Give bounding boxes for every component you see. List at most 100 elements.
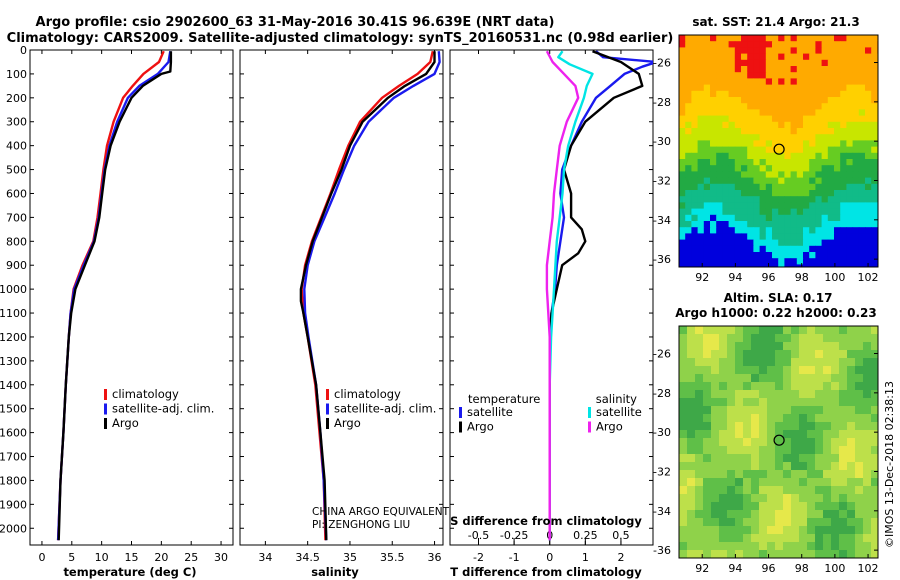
- sst-cell: [865, 239, 872, 247]
- sla-cell: [703, 366, 712, 375]
- sst-cell: [871, 221, 878, 228]
- sst-cell: [803, 190, 810, 197]
- sst-cell: [697, 264, 705, 267]
- sst-cell: [710, 84, 717, 92]
- sst-cell: [765, 41, 773, 48]
- sst-cell: [716, 121, 723, 129]
- sst-cell: [846, 159, 854, 166]
- sla-cell: [863, 486, 872, 495]
- sst-cell: [809, 128, 816, 135]
- sst-cell: [784, 239, 792, 247]
- sst-cell: [821, 109, 829, 117]
- sst-cell: [809, 190, 816, 197]
- sst-cell: [809, 221, 816, 228]
- sst-cell: [778, 171, 785, 179]
- sst-cell: [784, 140, 792, 148]
- sst-cell: [834, 208, 841, 216]
- sla-cell: [775, 462, 784, 471]
- sst-cell: [716, 152, 723, 160]
- sla-cell: [767, 414, 776, 423]
- sla-cell: [687, 422, 696, 431]
- sst-cell: [858, 41, 866, 48]
- sst-cell: [809, 239, 816, 247]
- depth-tick-label: 1900: [0, 498, 27, 511]
- sst-cell: [827, 208, 835, 216]
- sst-cell: [759, 41, 767, 48]
- sla-cell: [799, 526, 808, 535]
- sst-cell: [834, 121, 841, 129]
- sst-cell: [846, 177, 854, 185]
- sst-cell: [803, 121, 810, 129]
- sst-cell: [772, 35, 779, 42]
- sst-cell: [784, 214, 792, 222]
- sst-cell: [691, 90, 699, 98]
- sst-cell: [865, 140, 872, 148]
- lat-tick-label: -34: [653, 505, 671, 518]
- sst-cell: [710, 53, 717, 61]
- sst-cell: [772, 239, 779, 247]
- sst-cell: [865, 78, 872, 86]
- x-tick-label: 0: [546, 551, 553, 564]
- sst-cell: [809, 233, 816, 241]
- sst-cell: [821, 214, 829, 222]
- sla-cell: [831, 374, 840, 383]
- sla-cell: [767, 526, 776, 535]
- sla-cell: [871, 486, 878, 495]
- sst-cell: [710, 109, 717, 117]
- sst-cell: [741, 264, 748, 267]
- sst-cell: [803, 109, 810, 117]
- sst-cell: [852, 115, 860, 123]
- sst-cell: [840, 121, 847, 129]
- sla-cell: [743, 542, 752, 551]
- sla-cell: [815, 454, 824, 463]
- sst-cell: [846, 41, 854, 48]
- sst-cell: [679, 78, 686, 86]
- sst-cell: [834, 115, 841, 123]
- lon-tick-label: 94: [728, 271, 742, 284]
- difference-legend: temperaturesatelliteArgosalinitysatellit…: [459, 392, 642, 434]
- sst-cell: [834, 264, 841, 267]
- sla-cell: [679, 406, 688, 415]
- sst-cell: [679, 35, 686, 42]
- sst-cell: [790, 252, 798, 259]
- sst-cell: [710, 214, 717, 222]
- sst-cell: [790, 171, 798, 179]
- lon-tick-label: 94: [728, 562, 742, 575]
- sst-cell: [858, 252, 866, 259]
- sla-cell: [679, 486, 688, 495]
- sla-cell: [759, 470, 768, 479]
- sst-cell: [747, 183, 754, 191]
- sst-cell: [852, 221, 860, 228]
- sla-cell: [799, 454, 808, 463]
- sst-cell: [753, 84, 761, 92]
- sst-cell: [796, 152, 804, 160]
- sst-argo-position-marker: [773, 143, 785, 155]
- sst-cell: [827, 252, 835, 259]
- sla-cell: [759, 438, 768, 447]
- sla-cell: [791, 486, 800, 495]
- sla-cell: [831, 502, 840, 511]
- sst-cell: [722, 152, 730, 160]
- sla-cell: [863, 542, 872, 551]
- sla-cell: [743, 518, 752, 527]
- sla-cell: [791, 358, 800, 367]
- sla-cell: [735, 478, 744, 487]
- sla-cell: [855, 494, 864, 503]
- sst-cell: [778, 152, 785, 160]
- sst-cell: [778, 245, 785, 253]
- sst-cell: [716, 35, 723, 42]
- sla-cell: [767, 358, 776, 367]
- sla-cell: [783, 478, 792, 487]
- sst-cell: [685, 239, 692, 247]
- sst-cell: [753, 128, 761, 135]
- sst-cell: [852, 66, 860, 73]
- sst-cell: [691, 103, 699, 110]
- sla-cell: [695, 534, 704, 543]
- lon-tick-label: 96: [762, 271, 776, 284]
- sla-cell: [831, 326, 840, 335]
- sla-cell: [743, 494, 752, 503]
- sla-cell: [695, 454, 704, 463]
- sst-cell: [697, 177, 705, 185]
- sst-cell: [834, 41, 841, 48]
- sst-cell: [796, 109, 804, 117]
